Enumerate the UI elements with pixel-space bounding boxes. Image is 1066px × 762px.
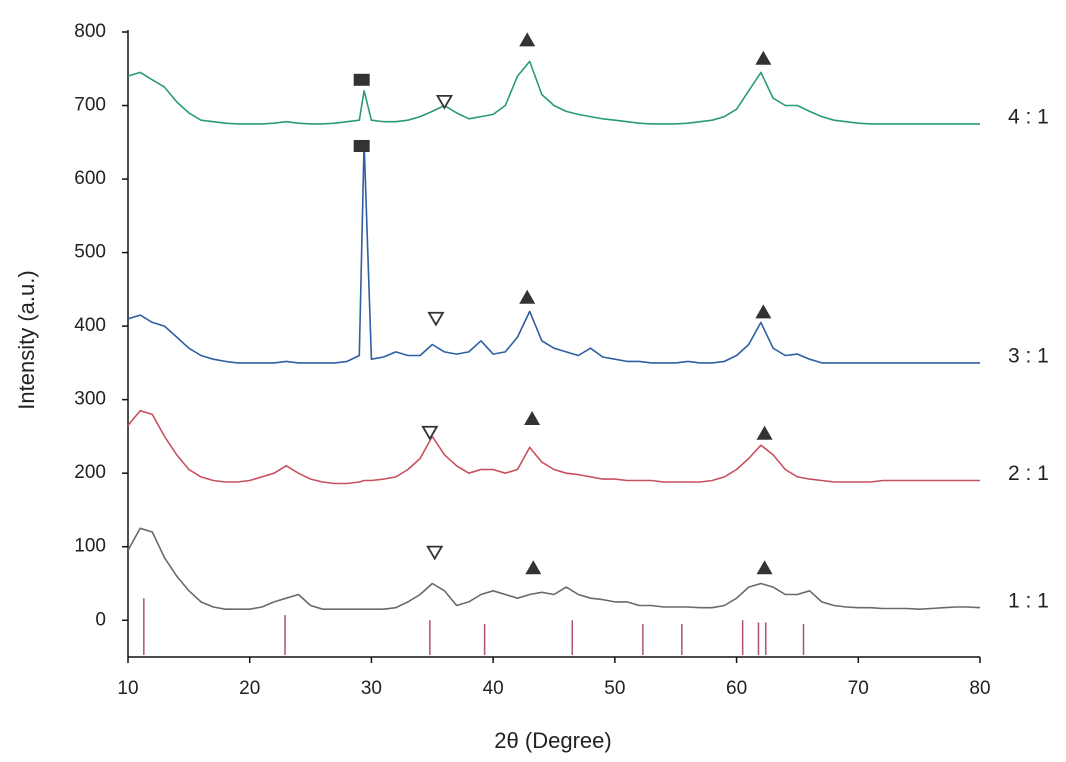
x-tick-label: 70 — [848, 678, 869, 699]
marker-triangle — [519, 289, 536, 304]
y-tick-label: 400 — [74, 315, 106, 336]
x-tick-label: 60 — [726, 678, 747, 699]
marker-triangle — [755, 304, 772, 319]
y-tick-label: 0 — [95, 609, 106, 630]
y-tick-label: 500 — [74, 242, 106, 263]
x-tick-label: 30 — [361, 678, 382, 699]
series-label: 2 : 1 — [1008, 462, 1049, 485]
x-tick-label: 80 — [969, 678, 990, 699]
marker-triangle-down — [435, 94, 454, 110]
series-label: 3 : 1 — [1008, 344, 1049, 367]
series-line — [127, 409, 980, 485]
marker-triangle — [519, 32, 536, 47]
y-tick-label: 300 — [74, 389, 106, 410]
x-tick-label: 10 — [117, 678, 138, 699]
x-axis-label: 2θ (Degree) — [494, 728, 611, 753]
y-tick-label: 200 — [74, 462, 106, 483]
marker-triangle — [756, 560, 773, 575]
marker-square — [353, 139, 370, 152]
marker-triangle — [524, 411, 541, 426]
marker-triangle — [755, 50, 772, 65]
marker-triangle-down — [421, 425, 439, 441]
marker-square — [353, 73, 370, 86]
marker-triangle — [756, 425, 773, 440]
series-line — [127, 60, 980, 125]
marker-triangle — [525, 560, 542, 575]
x-tick-label: 20 — [239, 678, 260, 699]
series-label: 1 : 1 — [1008, 589, 1049, 612]
y-tick-label: 100 — [74, 536, 106, 557]
series-line — [127, 141, 980, 364]
marker-triangle-down — [427, 311, 445, 327]
marker-triangle-down — [426, 545, 444, 561]
y-axis-label: Intensity (a.u.) — [14, 270, 39, 409]
y-tick-label: 600 — [74, 168, 106, 189]
x-tick-label: 50 — [604, 678, 625, 699]
series-label: 4 : 1 — [1008, 105, 1049, 128]
x-tick-label: 40 — [483, 678, 504, 699]
y-tick-label: 700 — [74, 95, 106, 116]
y-tick-label: 800 — [74, 21, 106, 42]
series-line — [127, 527, 981, 610]
